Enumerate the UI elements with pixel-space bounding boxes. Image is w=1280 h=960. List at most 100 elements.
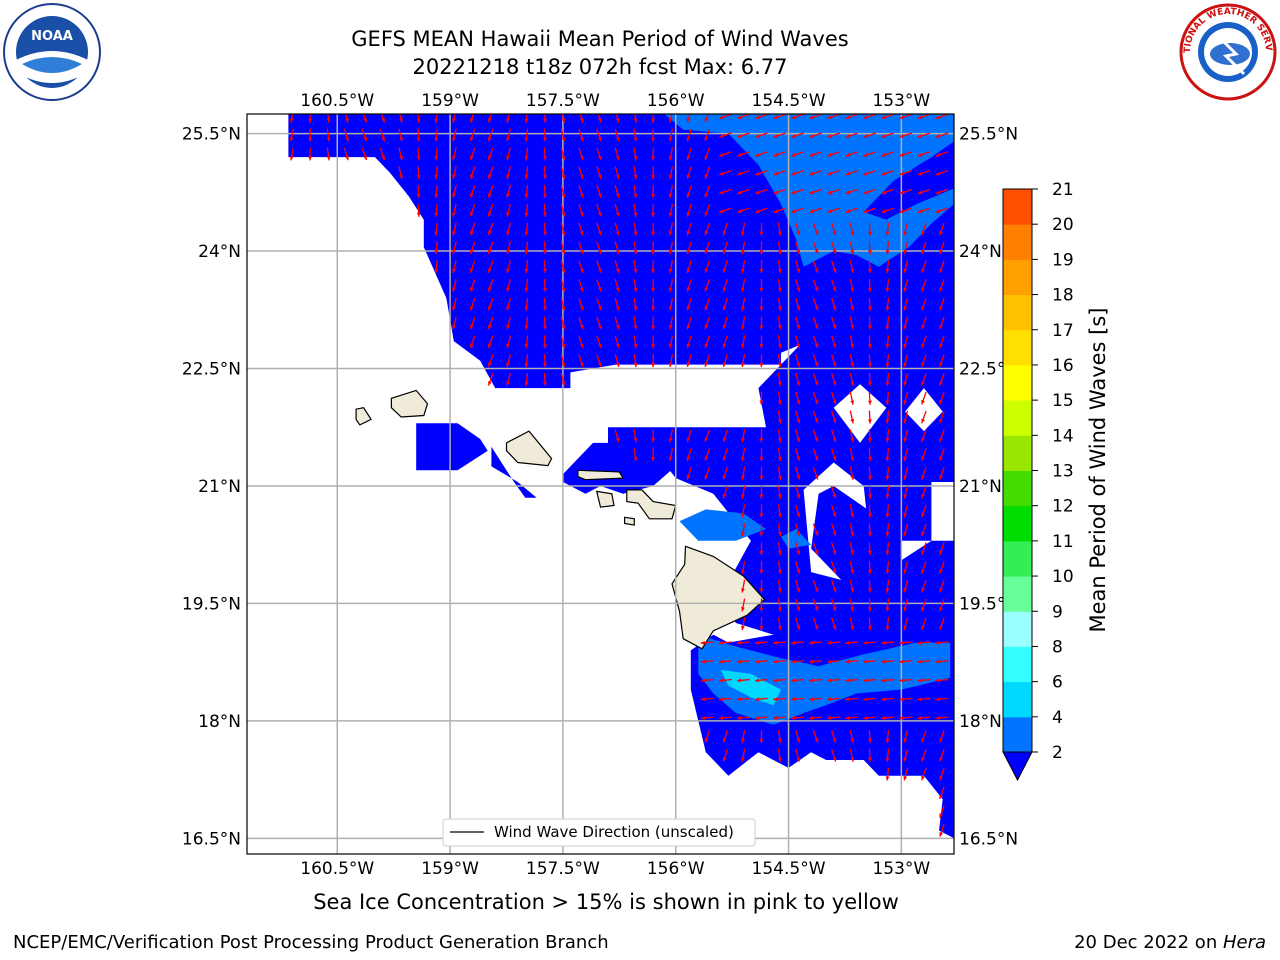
wave-arrow	[596, 260, 602, 274]
wave-arrow	[863, 169, 877, 176]
wave-arrow	[830, 730, 837, 743]
wave-arrow	[812, 391, 819, 405]
wave-arrow	[543, 222, 547, 236]
wave-arrow	[881, 640, 895, 645]
wave-arrow	[543, 114, 547, 123]
wave-arrow	[921, 316, 927, 330]
wave-arrow	[899, 132, 913, 138]
colorbar-segment	[1003, 505, 1032, 542]
wave-arrow	[487, 147, 494, 161]
field-hole-2	[905, 388, 943, 432]
wave-arrow	[560, 166, 566, 180]
wave-arrow	[921, 241, 927, 255]
wave-arrow	[398, 128, 403, 142]
tick-label-lat-right: 21°N	[959, 477, 1002, 497]
tick-label-lon-top: 157.5°W	[526, 91, 600, 111]
wave-arrow	[560, 279, 566, 292]
wave-arrow	[772, 640, 787, 645]
wave-arrow	[812, 297, 819, 311]
wave-arrow	[921, 767, 927, 781]
wave-arrow	[899, 678, 913, 683]
wave-arrow	[939, 241, 945, 255]
wave-arrow	[506, 185, 512, 198]
colorbar-segment	[1003, 611, 1032, 647]
wave-arrow	[759, 335, 764, 349]
wave-arrow	[741, 335, 746, 349]
wave-arrow	[719, 207, 732, 214]
wave-arrow	[452, 185, 457, 198]
colorbar-label: Mean Period of Wind Waves [s]	[1086, 308, 1110, 633]
wave-arrow	[917, 678, 931, 683]
wave-arrow	[718, 678, 732, 683]
wave-arrow	[795, 730, 801, 743]
wave-arrow	[917, 659, 931, 664]
wave-arrow	[939, 222, 945, 236]
footer-left: NCEP/EMC/Verification Post Processing Pr…	[13, 932, 609, 953]
wave-arrow	[777, 448, 782, 462]
wave-arrow	[791, 169, 804, 176]
wave-arrow	[487, 222, 494, 236]
wave-arrow	[772, 659, 787, 664]
wave-arrow	[344, 114, 349, 123]
wave-arrow	[881, 114, 895, 120]
wave-arrow	[867, 748, 872, 762]
wave-arrow	[830, 561, 837, 574]
colorbar-tick-label: 14	[1052, 426, 1074, 446]
wave-arrow	[867, 598, 872, 612]
wave-arrow	[759, 730, 764, 744]
wave-arrow	[885, 560, 890, 574]
wave-arrow	[939, 279, 945, 292]
wave-arrow	[506, 147, 512, 161]
wave-arrow	[773, 207, 786, 214]
wave-arrow	[849, 542, 855, 556]
wave-arrow	[935, 678, 949, 683]
wave-arrow	[812, 542, 819, 555]
wave-arrow	[867, 335, 872, 349]
wave-arrow	[773, 188, 786, 195]
wave-arrow	[759, 504, 764, 518]
wave-arrow	[524, 128, 529, 142]
wave-arrow	[434, 260, 439, 274]
wave-arrow	[867, 260, 872, 274]
wave-arrow	[777, 748, 782, 762]
tick-label-lon-bottom: 159°W	[421, 859, 479, 879]
wave-arrow	[921, 222, 927, 236]
wave-arrow	[737, 132, 750, 138]
wave-arrow	[686, 166, 692, 180]
wave-arrow	[791, 132, 804, 138]
wave-arrow	[849, 466, 855, 480]
wave-arrow	[863, 207, 877, 214]
wave-arrow	[614, 222, 620, 236]
wave-arrow	[614, 279, 620, 292]
colorbar-segment	[1003, 364, 1032, 401]
wave-arrow	[867, 410, 872, 424]
wave-arrow	[899, 151, 913, 157]
wave-arrow	[469, 316, 476, 330]
wave-arrow	[795, 523, 801, 537]
wave-arrow	[772, 678, 787, 683]
colorbar-segment	[1003, 259, 1032, 296]
wave-arrow	[741, 504, 746, 518]
wave-arrow	[398, 166, 403, 180]
island-kahoolawe	[623, 516, 635, 526]
wave-arrow	[845, 716, 859, 720]
wave-arrow	[885, 485, 890, 499]
wave-arrow	[736, 678, 750, 683]
wave-arrow	[578, 128, 584, 142]
wave-arrow	[596, 279, 602, 292]
wave-arrow	[434, 222, 439, 236]
wave-arrow	[777, 391, 782, 405]
wave-arrow	[633, 241, 638, 255]
wave-arrow	[754, 640, 768, 645]
wave-arrow	[434, 241, 439, 255]
footer-machine: Hera	[1222, 932, 1266, 953]
wave-arrow	[885, 617, 890, 631]
wave-arrow	[614, 354, 620, 368]
wave-arrow	[755, 169, 768, 176]
wave-arrow	[434, 166, 439, 180]
wave-arrow	[722, 260, 728, 274]
wave-arrow	[809, 114, 822, 120]
wave-arrow	[777, 429, 782, 443]
tick-label-lat-left: 25.5°N	[182, 125, 241, 145]
wave-arrow	[614, 335, 620, 349]
